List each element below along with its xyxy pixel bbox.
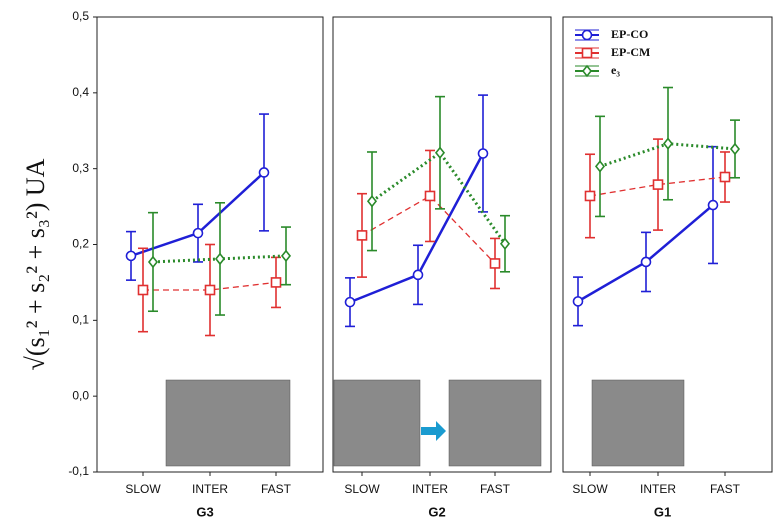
legend-label: EP-CO (611, 27, 648, 41)
x-tick-label: INTER (192, 482, 228, 496)
marker (137, 284, 149, 296)
marker (147, 255, 159, 269)
legend-label: e₃ (611, 63, 620, 77)
inset-image (591, 379, 685, 467)
x-tick-label: INTER (640, 482, 676, 496)
marker (719, 171, 731, 183)
inset-image (333, 379, 421, 467)
x-tick-label: INTER (412, 482, 448, 496)
marker (366, 194, 378, 208)
y-tick-label: 0,2 (72, 237, 89, 251)
marker (499, 237, 511, 251)
x-tick-label: FAST (480, 482, 511, 496)
legend-label: EP-CM (611, 45, 650, 59)
y-tick-label: 0,5 (72, 9, 89, 23)
panel-frame (562, 16, 773, 473)
inset-image (165, 379, 291, 467)
marker (581, 47, 593, 59)
panel-title: G2 (428, 504, 445, 519)
x-tick-label: SLOW (344, 482, 380, 496)
inset-image (448, 379, 542, 467)
marker (412, 269, 424, 281)
series-line (361, 195, 496, 264)
marker (270, 277, 282, 288)
inset-images (165, 379, 685, 467)
marker (424, 190, 436, 202)
arrow (421, 421, 446, 441)
marker (640, 256, 652, 268)
panel-title: G1 (654, 504, 671, 519)
marker (192, 227, 204, 239)
y-axis-label: √(s₁² + s₂² + s₃²) UA (21, 158, 50, 370)
marker (662, 137, 674, 150)
series-line (589, 176, 726, 197)
marker (356, 230, 368, 241)
panel-title: G3 (196, 504, 213, 519)
y-tick-label: 0,4 (72, 85, 89, 99)
panel-frame (332, 16, 552, 473)
y-tick-label: 0,0 (72, 388, 89, 402)
x-tick-label: FAST (261, 482, 292, 496)
marker (707, 199, 719, 211)
y-tick-label: -0,1 (68, 464, 89, 478)
marker (344, 296, 356, 308)
series-line (143, 281, 277, 291)
marker (214, 252, 226, 266)
marker (434, 146, 446, 160)
y-tick-label: 0,3 (72, 161, 89, 175)
marker (729, 142, 741, 156)
marker (584, 190, 596, 202)
marker (581, 29, 593, 41)
marker (581, 64, 593, 78)
marker (204, 284, 216, 296)
marker (125, 250, 137, 262)
x-tick-label: FAST (710, 482, 741, 496)
marker (652, 179, 664, 190)
series-line (152, 254, 287, 264)
marker (489, 258, 501, 269)
series-line (371, 150, 507, 245)
x-tick-label: SLOW (572, 482, 608, 496)
marker (258, 167, 270, 178)
x-tick-label: SLOW (125, 482, 161, 496)
marker (594, 160, 606, 173)
marker (280, 249, 292, 263)
y-tick-label: 0,1 (72, 313, 89, 327)
marker (572, 296, 584, 307)
marker (477, 148, 489, 159)
